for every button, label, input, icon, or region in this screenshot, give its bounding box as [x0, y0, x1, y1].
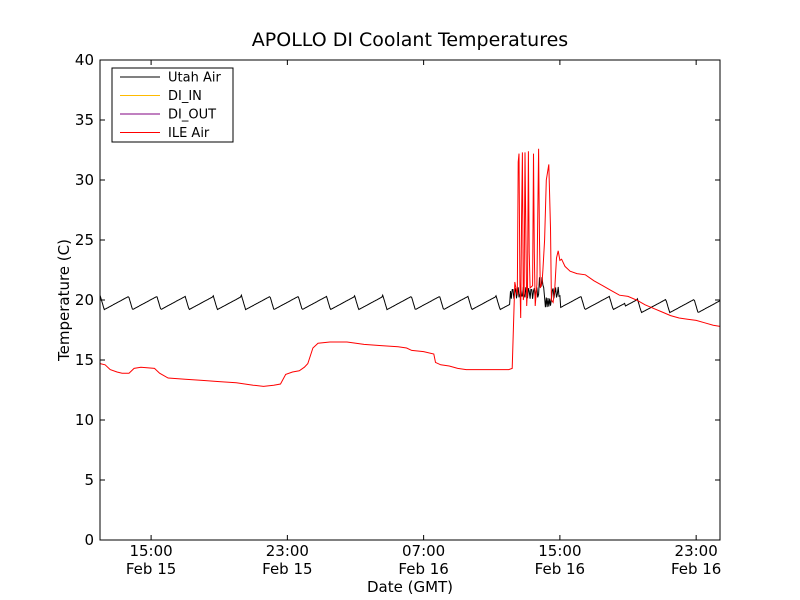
- x-tick-time-label: 15:00: [538, 542, 581, 560]
- y-tick-label: 35: [75, 111, 94, 129]
- y-tick-label: 15: [75, 351, 94, 369]
- legend-label: ILE Air: [168, 126, 210, 141]
- y-tick-label: 10: [75, 411, 94, 429]
- legend: Utah Air DI_IN DI_OUT ILE Air: [111, 67, 234, 143]
- y-tick-label: 0: [84, 531, 94, 549]
- x-tick-time-label: 23:00: [675, 542, 718, 560]
- legend-box: [111, 67, 234, 143]
- y-tick-label: 25: [75, 231, 94, 249]
- x-tick-date-label: Feb 16: [671, 560, 721, 578]
- series-line-ile-air: [100, 148, 720, 387]
- y-tick-label: 5: [84, 471, 94, 489]
- legend-label: Utah Air: [168, 71, 221, 86]
- x-tick-date-label: Feb 15: [262, 560, 312, 578]
- chart-title: APOLLO DI Coolant Temperatures: [252, 29, 568, 51]
- x-axis-label: Date (GMT): [367, 578, 453, 596]
- x-tick-date-label: Feb 16: [398, 560, 448, 578]
- x-tick-time-label: 23:00: [266, 542, 309, 560]
- y-tick-label: 40: [75, 51, 94, 69]
- x-tick-time-label: 07:00: [402, 542, 445, 560]
- x-tick-date-label: Feb 16: [535, 560, 585, 578]
- y-tick-label: 20: [75, 291, 94, 309]
- series-line-utah-air: [100, 277, 720, 314]
- legend-label: DI_IN: [168, 89, 202, 104]
- y-axis-label: Temperature (C): [55, 239, 73, 362]
- x-tick-date-label: Feb 15: [126, 560, 176, 578]
- legend-label: DI_OUT: [168, 108, 216, 123]
- x-tick-time-label: 15:00: [129, 542, 172, 560]
- y-tick-label: 30: [75, 171, 94, 189]
